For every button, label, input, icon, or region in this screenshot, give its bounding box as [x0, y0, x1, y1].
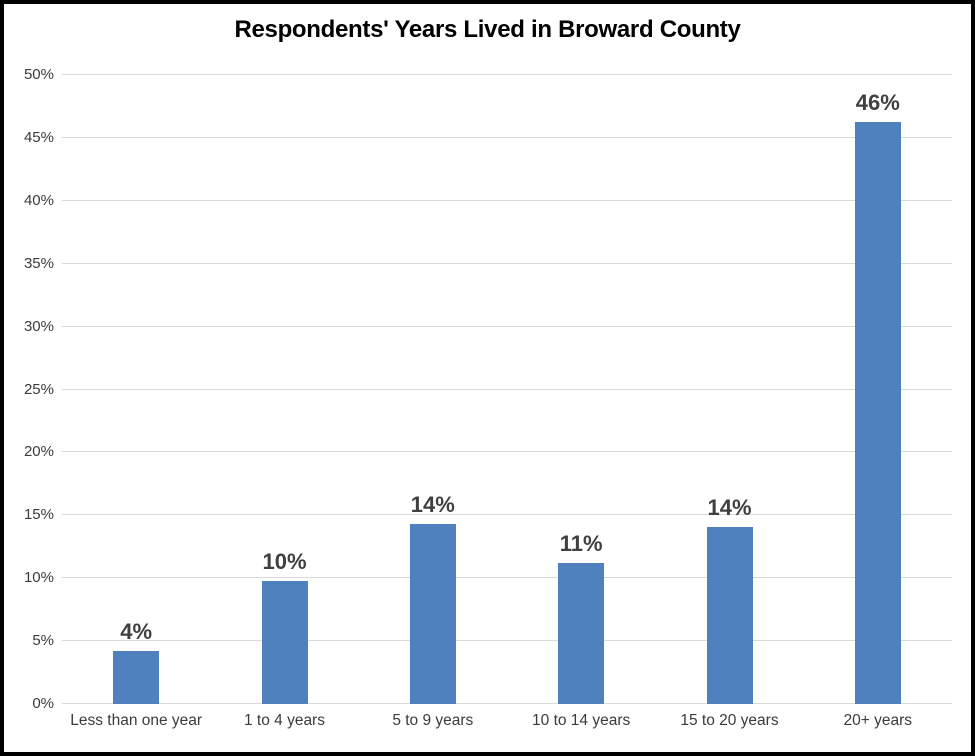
- bar: [558, 563, 605, 704]
- x-category-label: 20+ years: [843, 712, 913, 729]
- y-tick-label: 20%: [23, 443, 54, 461]
- y-tick-label: 0%: [32, 695, 54, 712]
- gridline: [62, 703, 952, 704]
- bar-value-label: 4%: [120, 619, 153, 645]
- bar-value-label: 14%: [410, 492, 455, 518]
- y-tick-label: 50%: [23, 66, 54, 83]
- bar: [854, 121, 901, 704]
- y-tick-label: 5%: [32, 632, 54, 650]
- y-tick-label: 35%: [23, 254, 54, 272]
- x-category-label: Less than one year: [70, 712, 203, 729]
- gridline: [62, 388, 952, 390]
- gridline: [62, 514, 952, 516]
- y-tick-label: 15%: [23, 506, 54, 524]
- bar: [706, 526, 753, 704]
- plot-area: 4% 10% 14% 11% 14% 46%: [62, 74, 952, 704]
- gridline: [62, 451, 952, 453]
- gridline: [62, 136, 952, 138]
- x-category-label: 10 to 14 years: [532, 712, 631, 729]
- bar-value-label: 14%: [707, 494, 752, 520]
- x-category-label: 5 to 9 years: [392, 712, 474, 729]
- x-axis: Less than one year 1 to 4 years 5 to 9 yea…: [62, 712, 952, 730]
- gridline: [62, 262, 952, 264]
- y-tick-label: 40%: [23, 191, 54, 209]
- bar: [261, 580, 308, 704]
- y-axis: 0% 5% 10% 15% 20% 25% 30% 35% 40% 45% 50%: [4, 4, 54, 752]
- y-tick-label: 25%: [23, 380, 54, 398]
- x-category-label: 1 to 4 years: [243, 712, 325, 729]
- gridline: [62, 74, 952, 75]
- bar-value-label: 46%: [855, 89, 900, 115]
- chart-title: Respondents' Years Lived in Broward Coun…: [234, 16, 741, 43]
- gridline: [62, 577, 952, 579]
- gridline: [62, 640, 952, 642]
- x-category-label: 15 to 20 years: [680, 712, 779, 729]
- bar-value-label: 11%: [559, 531, 603, 557]
- bar-value-label: 10%: [262, 548, 307, 574]
- gridline: [62, 199, 952, 201]
- gridline: [62, 325, 952, 327]
- y-tick-label: 10%: [23, 569, 54, 587]
- bar: [113, 651, 160, 704]
- bar: [409, 524, 456, 704]
- y-tick-label: 30%: [23, 317, 54, 335]
- y-tick-label: 45%: [23, 128, 54, 146]
